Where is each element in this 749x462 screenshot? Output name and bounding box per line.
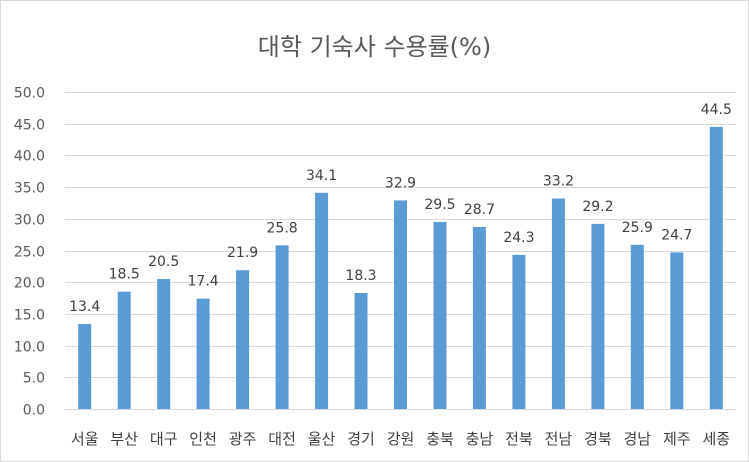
bar-14 bbox=[630, 244, 644, 409]
y-tick-label: 5.0 bbox=[23, 371, 45, 387]
category-label: 경남 bbox=[623, 430, 651, 448]
y-tick-label: 0.0 bbox=[23, 403, 45, 419]
data-label: 18.3 bbox=[345, 268, 376, 284]
category-label: 대구 bbox=[150, 430, 178, 448]
data-label: 25.8 bbox=[267, 220, 298, 236]
x-axis-categories: 서울 부산 대구 인천 광주 대전 울산 경기 강원 충북 충남 전북 전남 경북 경남 제주 세종 bbox=[71, 430, 730, 448]
category-label: 경북 bbox=[584, 430, 612, 448]
bar-10 bbox=[472, 227, 486, 409]
data-label: 29.2 bbox=[582, 199, 613, 215]
data-label: 20.5 bbox=[148, 254, 179, 270]
bar-2 bbox=[157, 279, 171, 409]
category-label: 경기 bbox=[347, 430, 375, 448]
y-tick-label: 30.0 bbox=[14, 213, 45, 229]
data-label: 21.9 bbox=[227, 245, 258, 261]
bars bbox=[78, 126, 723, 410]
bar-9 bbox=[433, 222, 447, 409]
category-label: 충남 bbox=[466, 430, 494, 448]
bar-11 bbox=[512, 254, 526, 409]
y-tick-label: 35.0 bbox=[14, 181, 45, 197]
y-tick-label: 45.0 bbox=[14, 118, 45, 134]
bar-6 bbox=[315, 192, 329, 409]
y-tick-label: 15.0 bbox=[14, 308, 45, 324]
bar-3 bbox=[196, 298, 210, 409]
bar-13 bbox=[591, 223, 605, 409]
data-labels: 13.4 18.5 20.5 17.4 21.9 25.8 34.1 18.3 32.9 29.5… bbox=[69, 102, 732, 315]
data-label: 13.4 bbox=[69, 299, 100, 315]
bar-7 bbox=[354, 293, 368, 409]
category-label: 광주 bbox=[229, 430, 257, 448]
bar-12 bbox=[551, 198, 565, 409]
category-label: 전북 bbox=[505, 430, 533, 448]
category-label: 서울 bbox=[71, 430, 99, 448]
category-label: 강원 bbox=[387, 430, 415, 448]
bar-1 bbox=[117, 291, 131, 409]
y-tick-label: 40.0 bbox=[14, 149, 45, 165]
category-label: 세종 bbox=[702, 430, 730, 448]
data-label: 29.5 bbox=[424, 197, 455, 213]
bar-8 bbox=[394, 200, 407, 409]
data-label: 28.7 bbox=[464, 202, 495, 218]
data-label: 24.7 bbox=[661, 227, 692, 243]
data-label: 25.9 bbox=[622, 220, 653, 236]
bar-16 bbox=[709, 126, 723, 410]
bar-5 bbox=[275, 245, 289, 409]
bar-15 bbox=[670, 252, 684, 409]
y-tick-label: 20.0 bbox=[14, 276, 45, 292]
category-label: 인천 bbox=[189, 430, 217, 448]
category-label: 충북 bbox=[426, 430, 454, 448]
y-tick-label: 10.0 bbox=[14, 340, 45, 356]
category-label: 울산 bbox=[308, 430, 336, 448]
category-label: 대전 bbox=[268, 430, 296, 448]
data-label: 32.9 bbox=[385, 175, 416, 191]
category-label: 제주 bbox=[663, 430, 691, 448]
chart-title: 대학 기숙사 수용률(%) bbox=[257, 33, 492, 61]
data-label: 24.3 bbox=[503, 230, 534, 246]
category-label: 부산 bbox=[110, 430, 138, 448]
bar-4 bbox=[236, 270, 250, 409]
data-label: 44.5 bbox=[701, 102, 732, 118]
data-label: 17.4 bbox=[188, 274, 219, 290]
data-label: 34.1 bbox=[306, 168, 337, 184]
category-label: 전남 bbox=[545, 430, 573, 448]
data-label: 18.5 bbox=[109, 267, 140, 283]
bar-0 bbox=[78, 324, 92, 409]
data-label: 33.2 bbox=[543, 174, 574, 190]
y-tick-label: 25.0 bbox=[14, 245, 45, 261]
y-axis-ticks: 0.0 5.0 10.0 15.0 20.0 25.0 30.0 35.0 40.0 45.0 50… bbox=[14, 86, 45, 419]
y-tick-label: 50.0 bbox=[14, 86, 45, 102]
